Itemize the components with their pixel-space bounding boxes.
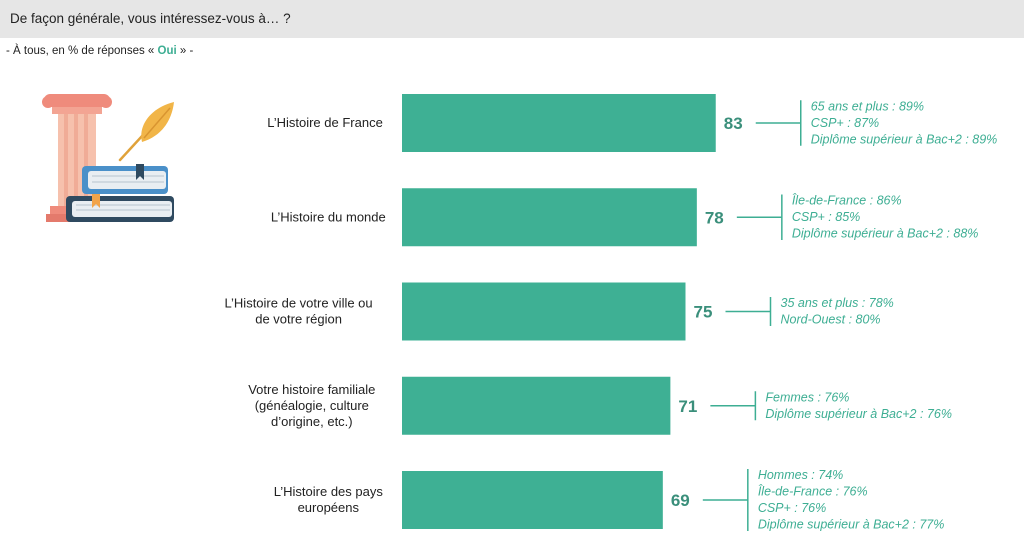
category-label: L’Histoire du monde bbox=[271, 209, 386, 224]
value-label: 75 bbox=[694, 303, 713, 322]
subtitle: - À tous, en % de réponses « Oui » - bbox=[6, 45, 193, 57]
bar bbox=[402, 94, 716, 152]
value-label: 71 bbox=[678, 397, 697, 416]
annotation-text: Diplôme supérieur à Bac+2 : 88% bbox=[792, 227, 979, 241]
annotation-text: CSP+ : 87% bbox=[811, 116, 879, 130]
value-label: 78 bbox=[705, 208, 724, 227]
history-books-column-quill-icon bbox=[42, 94, 174, 222]
annotation-text: Île-de-France : 86% bbox=[792, 193, 902, 208]
annotation-text: Diplôme supérieur à Bac+2 : 89% bbox=[811, 132, 998, 146]
annotation-text: Diplôme supérieur à Bac+2 : 76% bbox=[765, 407, 952, 421]
value-label: 83 bbox=[724, 114, 743, 133]
annotation-text: 65 ans et plus : 89% bbox=[811, 99, 924, 113]
annotation-text: Femmes : 76% bbox=[765, 390, 849, 404]
annotation-text: Nord-Ouest : 80% bbox=[781, 313, 881, 327]
category-label: L’Histoire de France bbox=[267, 115, 383, 130]
subtitle-suffix: » - bbox=[176, 45, 194, 57]
question-text: De façon générale, vous intéressez-vous … bbox=[10, 11, 291, 26]
annotation-text: Diplôme supérieur à Bac+2 : 77% bbox=[758, 518, 945, 532]
annotation-text: CSP+ : 76% bbox=[758, 501, 826, 515]
question-header: De façon générale, vous intéressez-vous … bbox=[0, 0, 1024, 38]
annotation-text: Île-de-France : 76% bbox=[758, 484, 868, 499]
bar bbox=[402, 471, 663, 529]
subtitle-prefix: - À tous, en % de réponses « bbox=[6, 45, 158, 57]
bar bbox=[402, 188, 697, 247]
category-label: Votre histoire familiale (généalogie, cul… bbox=[248, 382, 375, 429]
value-label: 69 bbox=[671, 491, 690, 510]
category-label: L’Histoire des pays européens bbox=[274, 484, 384, 515]
category-label: L’Histoire de votre ville ou de votre rég… bbox=[225, 296, 373, 327]
subtitle-highlight: Oui bbox=[157, 45, 177, 57]
annotation-text: 35 ans et plus : 78% bbox=[781, 296, 894, 310]
annotation-text: Hommes : 74% bbox=[758, 468, 843, 482]
annotation-text: CSP+ : 85% bbox=[792, 210, 860, 224]
bar bbox=[402, 282, 686, 341]
bar bbox=[402, 376, 671, 435]
